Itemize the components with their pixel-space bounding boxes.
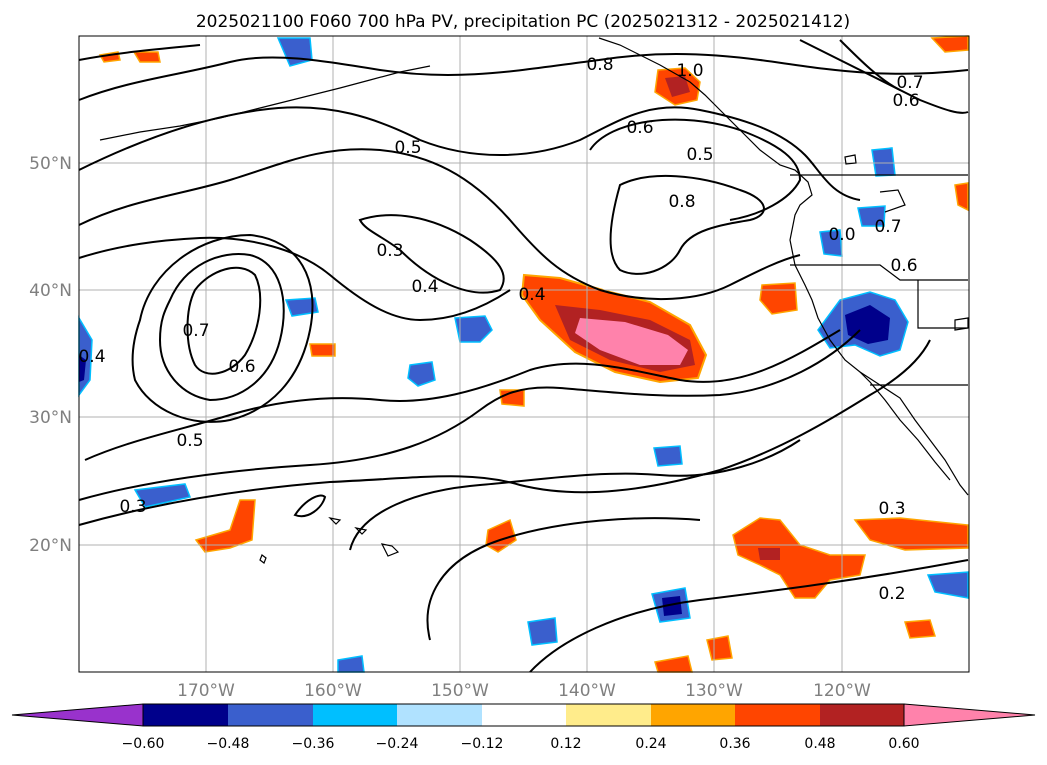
precip-blob-negative (527, 617, 558, 646)
contour-label: 0.8 (586, 55, 613, 75)
colorbar-tick-label: 0.48 (804, 736, 835, 752)
colorbar-segment (820, 704, 904, 726)
contour-label: 0.5 (686, 145, 713, 165)
precip-blob-small (930, 35, 969, 53)
colorbar-segment (566, 704, 651, 726)
precip-blob-negative (454, 315, 493, 343)
latitude-labels: 50°N 40°N 30°N 20°N (29, 154, 72, 556)
precip-blob-small (904, 619, 936, 639)
contour-label: 0.8 (668, 192, 695, 212)
figure-title: 2025021100 F060 700 hPa PV, precipitatio… (196, 12, 850, 32)
lon-label: 160°W (304, 681, 362, 701)
lon-label: 130°W (685, 681, 743, 701)
contour-label: 0.3 (376, 241, 403, 261)
colorbar: −0.60 −0.48 −0.36 −0.24 −0.12 0.12 0.24 … (11, 703, 1036, 752)
graticule (79, 36, 969, 672)
precip-blob-small (132, 51, 161, 63)
contour-label: 1.0 (676, 61, 703, 81)
lon-label: 150°W (431, 681, 489, 701)
lon-label: 140°W (558, 681, 616, 701)
contour-label: 0.6 (626, 118, 653, 138)
contour-label: 0.5 (176, 431, 203, 451)
precipitation-shading (78, 35, 969, 673)
contour-label: 0.7 (182, 321, 209, 341)
longitude-labels: 170°W 160°W 150°W 140°W 130°W 120°W (177, 681, 871, 701)
colorbar-tick-label: −0.36 (292, 736, 335, 752)
pv-contours (78, 39, 969, 673)
contour-label: 0.0 (828, 225, 855, 245)
precip-blob-small (309, 343, 336, 357)
contour-label: 0.4 (78, 347, 105, 367)
colorbar-tick-label: 0.12 (550, 736, 581, 752)
contour-label: 0.6 (890, 256, 917, 276)
colorbar-outline (142, 703, 905, 727)
contour-label: 0.7 (896, 73, 923, 93)
precip-blob-negative (857, 205, 886, 227)
colorbar-extend-low (11, 703, 144, 727)
precip-blob-small (954, 182, 969, 212)
precip-blob-small (732, 517, 866, 599)
precip-blob-negative (653, 445, 683, 467)
lat-label: 50°N (29, 154, 72, 174)
contour-label: 0.3 (119, 497, 146, 517)
lat-label: 40°N (29, 281, 72, 301)
precip-blob-negative (871, 147, 896, 177)
colorbar-segment (482, 704, 566, 726)
colorbar-tick-label: 0.60 (888, 736, 919, 752)
colorbar-segment (651, 704, 735, 726)
precip-blob-alaska-core (665, 76, 690, 97)
colorbar-tick-label: −0.48 (207, 736, 250, 752)
precip-blob-negative (133, 483, 192, 508)
lat-label: 30°N (29, 408, 72, 428)
lon-label: 120°W (813, 681, 871, 701)
colorbar-extend-high (903, 703, 1036, 727)
precip-blob-negative (407, 361, 436, 387)
precip-blob-negative (284, 297, 319, 317)
contour-label: 0.4 (411, 277, 438, 297)
colorbar-tick-label: −0.60 (122, 736, 165, 752)
precip-blob-small (758, 548, 780, 560)
colorbar-segment (735, 704, 820, 726)
contour-label: 0.3 (878, 499, 905, 519)
contour-labels: 0.8 1.0 0.7 0.6 0.5 0.6 0.5 0.8 0.3 0.4 … (78, 55, 923, 604)
colorbar-tick-label: 0.24 (635, 736, 666, 752)
precip-blob-small (853, 517, 969, 551)
lat-label: 20°N (29, 536, 72, 556)
colorbar-segment (397, 704, 482, 726)
coastlines (99, 37, 969, 564)
map-frame (78, 35, 970, 673)
precip-blob-negative (926, 571, 969, 599)
precip-blob-positive-peak (575, 318, 688, 365)
precip-blob-small (759, 282, 798, 315)
colorbar-tick-label: 0.36 (719, 736, 750, 752)
precip-blob-negative-core (662, 596, 682, 616)
colorbar-segment (313, 704, 397, 726)
precip-blob-small (706, 635, 733, 661)
contour-label: 0.7 (874, 217, 901, 237)
lon-label: 170°W (177, 681, 235, 701)
colorbar-segment (228, 704, 313, 726)
precip-blob-negative (79, 355, 86, 382)
colorbar-tick-label: −0.12 (461, 736, 504, 752)
contour-label: 0.2 (878, 584, 905, 604)
precip-blob-small (194, 499, 256, 553)
contour-label: 0.5 (394, 138, 421, 158)
colorbar-segment (143, 704, 228, 726)
contour-label: 0.6 (892, 91, 919, 111)
contour-label: 0.6 (228, 357, 255, 377)
colorbar-tick-label: −0.24 (376, 736, 419, 752)
contour-label: 0.4 (518, 285, 545, 305)
precip-blob-small (485, 518, 517, 553)
